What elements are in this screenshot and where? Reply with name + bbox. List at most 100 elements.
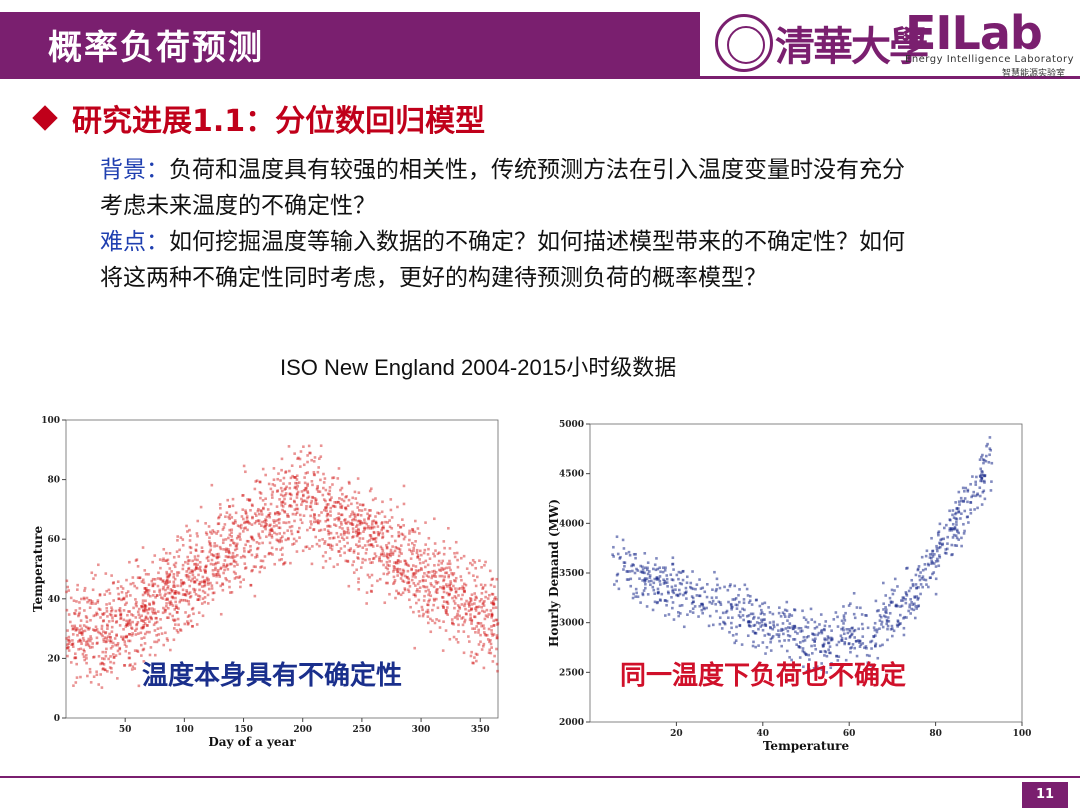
scatter-point	[154, 596, 157, 599]
scatter-point	[860, 622, 864, 626]
scatter-point	[937, 533, 940, 537]
scatter-point	[275, 538, 279, 542]
scatter-point	[296, 457, 299, 461]
scatter-point	[289, 497, 293, 501]
scatter-point	[388, 553, 392, 556]
scatter-point	[221, 588, 225, 592]
scatter-point	[788, 622, 792, 625]
scatter-point	[98, 593, 102, 596]
scatter-point	[141, 546, 145, 549]
scatter-point	[928, 556, 932, 559]
scatter-point	[188, 591, 192, 594]
scatter-point	[374, 554, 378, 558]
scatter-point	[832, 618, 836, 621]
scatter-point	[889, 628, 893, 631]
scatter-point	[367, 509, 371, 512]
scatter-point	[75, 628, 78, 632]
scatter-point	[292, 476, 296, 479]
scatter-point	[483, 583, 487, 587]
scatter-point	[280, 468, 283, 472]
scatter-point	[310, 522, 313, 526]
scatter-point	[799, 626, 803, 630]
scatter-point	[344, 507, 348, 511]
scatter-point	[97, 654, 101, 658]
scatter-point	[100, 686, 104, 689]
scatter-point	[665, 577, 669, 581]
scatter-point	[691, 587, 695, 591]
scatter-point	[292, 537, 296, 541]
scatter-point	[188, 584, 192, 588]
scatter-point	[406, 575, 409, 579]
scatter-point	[350, 513, 353, 516]
scatter-point	[281, 505, 285, 508]
scatter-point	[763, 613, 766, 616]
scatter-point	[352, 571, 356, 574]
scatter-point	[162, 557, 165, 561]
scatter-point	[441, 604, 445, 608]
scatter-point	[386, 567, 390, 571]
scatter-point	[490, 601, 493, 605]
scatter-point	[639, 570, 643, 574]
scatter-point	[143, 642, 147, 645]
scatter-point	[223, 568, 226, 572]
scatter-point	[98, 593, 102, 597]
scatter-point	[352, 512, 356, 516]
scatter-point	[306, 496, 309, 500]
scatter-point	[356, 477, 360, 480]
scatter-point	[662, 582, 666, 585]
scatter-point	[290, 505, 293, 508]
scatter-point	[803, 639, 807, 642]
scatter-point	[690, 602, 694, 605]
scatter-point	[917, 586, 920, 589]
scatter-point	[724, 611, 728, 614]
scatter-point	[138, 576, 142, 580]
scatter-point	[141, 578, 145, 582]
scatter-point	[781, 628, 785, 632]
scatter-point	[382, 552, 385, 555]
scatter-point	[442, 586, 446, 590]
scatter-point	[955, 517, 959, 521]
scatter-point	[189, 579, 193, 583]
scatter-point	[493, 585, 496, 588]
scatter-point	[293, 476, 297, 479]
scatter-point	[760, 618, 763, 622]
scatter-point	[917, 604, 921, 607]
scatter-point	[934, 592, 938, 596]
scatter-point	[331, 544, 334, 548]
scatter-point	[755, 598, 758, 602]
scatter-point	[792, 627, 795, 630]
scatter-point	[181, 567, 185, 571]
scatter-point	[728, 584, 732, 588]
scatter-point	[407, 588, 410, 592]
scatter-point	[454, 590, 458, 594]
scatter-point	[348, 515, 352, 518]
scatter-point	[383, 601, 387, 605]
scatter-point	[382, 572, 386, 576]
scatter-point	[646, 572, 650, 576]
scatter-point	[448, 566, 451, 569]
scatter-point	[760, 620, 764, 624]
scatter-point	[188, 528, 191, 532]
scatter-point	[978, 458, 982, 461]
scatter-point	[209, 541, 212, 545]
scatter-point	[311, 496, 315, 499]
scatter-point	[279, 537, 283, 540]
scatter-point	[412, 546, 416, 550]
scatter-point	[641, 593, 645, 597]
scatter-point	[648, 574, 652, 577]
scatter-point	[492, 619, 495, 623]
scatter-point	[240, 523, 243, 527]
scatter-point	[980, 479, 984, 483]
scatter-point	[291, 543, 294, 546]
scatter-point	[190, 569, 193, 572]
scatter-point	[183, 581, 186, 585]
scatter-point	[717, 600, 721, 604]
scatter-point	[288, 486, 292, 490]
scatter-point	[956, 530, 959, 533]
scatter-point	[955, 544, 959, 547]
scatter-point	[260, 510, 263, 513]
scatter-point	[715, 609, 718, 613]
scatter-point	[473, 602, 476, 605]
scatter-point	[384, 520, 387, 524]
scatter-point	[815, 665, 819, 669]
